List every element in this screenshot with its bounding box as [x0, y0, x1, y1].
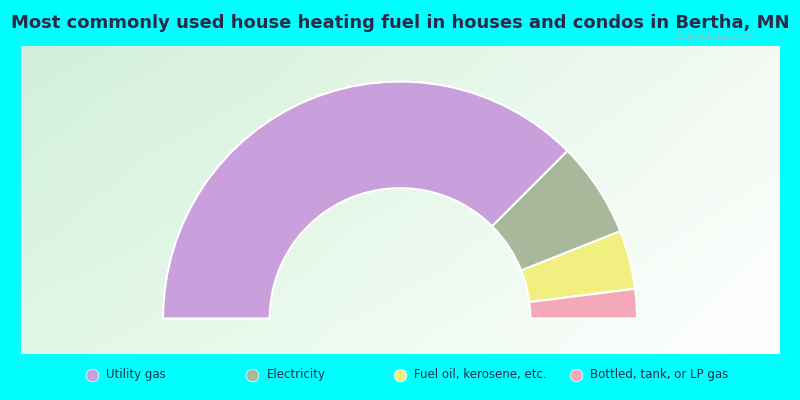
Text: City-Data.com: City-Data.com	[677, 30, 756, 40]
Text: Utility gas: Utility gas	[106, 368, 166, 381]
Text: Electricity: Electricity	[266, 368, 326, 381]
Text: Bottled, tank, or LP gas: Bottled, tank, or LP gas	[590, 368, 729, 381]
Wedge shape	[530, 289, 637, 318]
Wedge shape	[492, 151, 620, 270]
Text: Most commonly used house heating fuel in houses and condos in Bertha, MN: Most commonly used house heating fuel in…	[10, 14, 790, 32]
Wedge shape	[163, 82, 567, 318]
Text: Fuel oil, kerosene, etc.: Fuel oil, kerosene, etc.	[414, 368, 547, 381]
Wedge shape	[521, 231, 635, 302]
